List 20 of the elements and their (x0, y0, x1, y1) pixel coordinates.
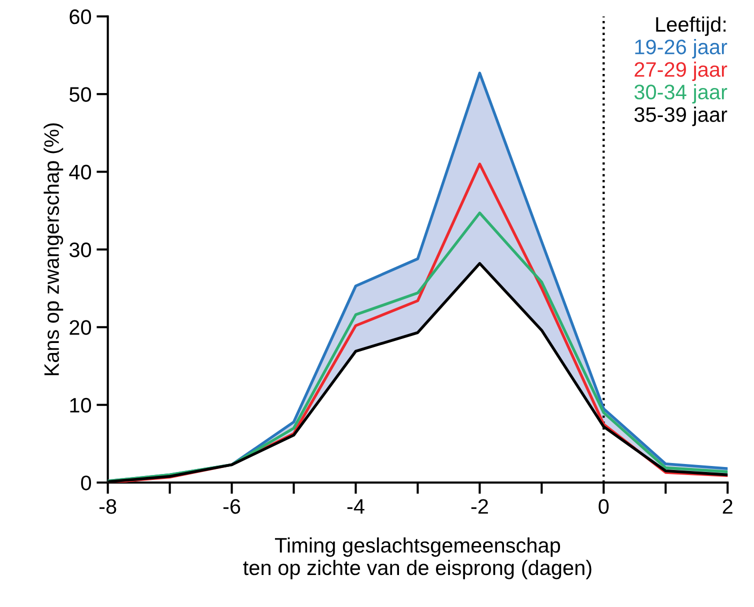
x-axis-title: Timing geslachtsgemeenschap ten op zichte van de eisprong (dagen) (243, 537, 592, 580)
x-tick-label: 2 (722, 499, 732, 514)
y-tick-label: 30 (69, 242, 92, 258)
text: 30-34 jaar (634, 84, 728, 104)
y-tick-label: 40 (69, 164, 92, 180)
x-tick-label: 0 (598, 499, 609, 514)
text: 27-29 jaar (634, 62, 728, 82)
y-tick-label: 10 (70, 398, 92, 413)
x-tick-label: -4 (347, 499, 364, 514)
y-tick-label: 20 (70, 320, 92, 335)
text: 19-26 jaar (635, 39, 728, 58)
y-axis-title: Kans op zwangerschap (%) (44, 123, 64, 376)
x-tick-label: -2 (471, 499, 488, 514)
y-tick-label: 0 (81, 476, 92, 490)
x-tick-label: -6 (223, 499, 240, 514)
y-tick-label: 50 (70, 87, 92, 102)
legend-title: Leeftijd: (656, 16, 726, 36)
x-tick-label: -8 (99, 499, 116, 514)
y-tick-label: 60 (70, 9, 92, 24)
text: 35-39 jaar (634, 106, 728, 126)
